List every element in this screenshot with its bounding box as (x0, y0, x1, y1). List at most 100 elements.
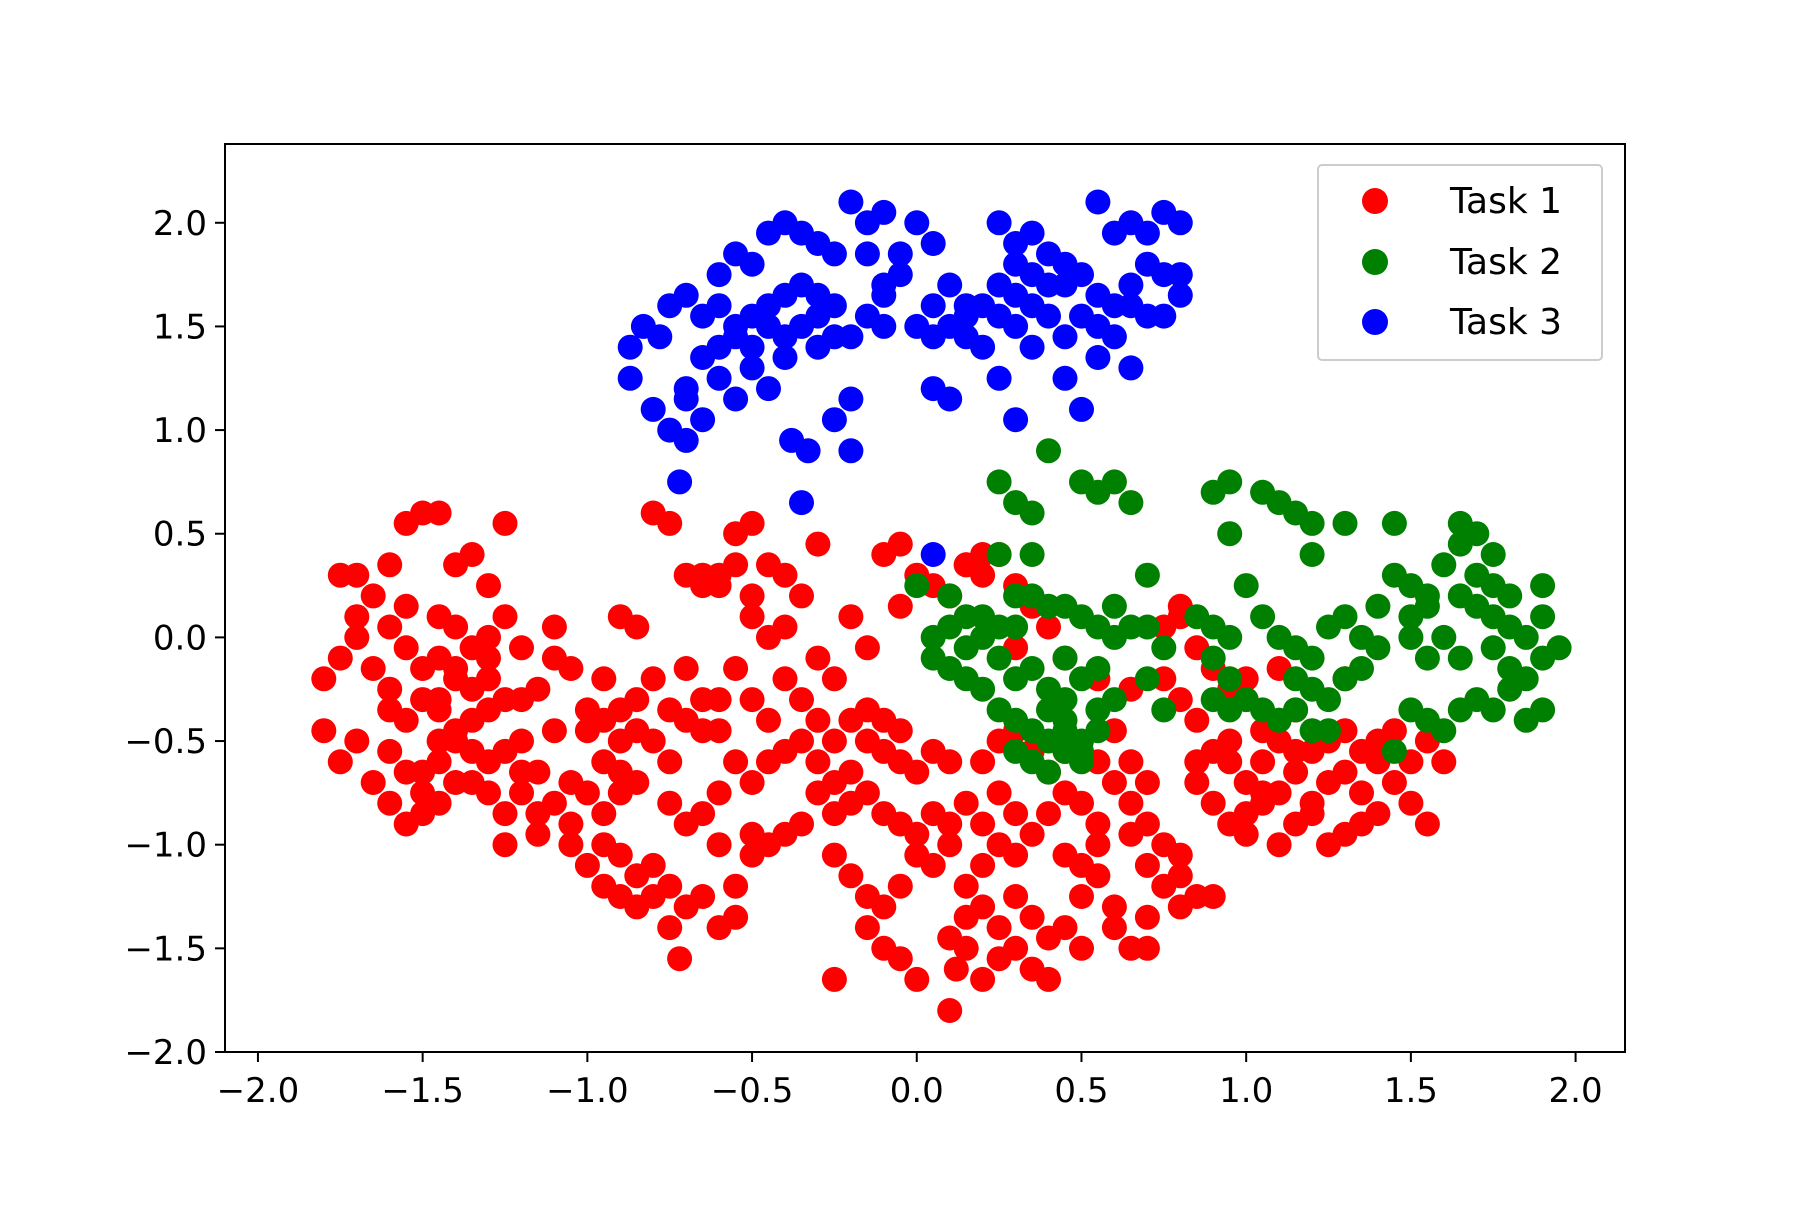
point-task-3-110 (920, 542, 946, 567)
point-task-1-32 (377, 614, 403, 640)
x-tick-label: −0.5 (711, 1071, 794, 1111)
point-task-2-33 (1036, 438, 1061, 464)
point-task-2-89 (1365, 593, 1391, 619)
x-tick-label: 0.5 (1054, 1071, 1108, 1111)
point-task-3-112 (871, 282, 897, 308)
point-task-1-337 (887, 718, 913, 744)
point-task-1-319 (723, 904, 749, 930)
point-task-2-0 (904, 573, 930, 599)
point-task-2-28 (1069, 666, 1094, 692)
point-task-3-19 (887, 241, 913, 267)
point-task-1-83 (640, 852, 666, 878)
point-task-1-61 (426, 687, 452, 713)
point-task-1-246 (1332, 759, 1358, 785)
x-tick-label: 1.5 (1384, 1071, 1438, 1111)
point-task-1-321 (607, 780, 633, 806)
point-task-1-153 (871, 894, 897, 920)
point-task-1-107 (805, 531, 831, 557)
point-task-1-329 (756, 707, 781, 733)
point-task-3-117 (871, 313, 897, 339)
point-task-3-57 (673, 376, 699, 402)
point-task-1-91 (657, 510, 683, 536)
y-tick-label: 0.0 (153, 618, 207, 658)
point-task-2-50 (1151, 635, 1177, 661)
point-task-1-25 (426, 500, 452, 526)
point-task-1-126 (904, 759, 930, 785)
point-task-2-123 (1480, 697, 1506, 723)
point-task-3-33 (789, 490, 814, 516)
point-task-1-301 (393, 811, 419, 837)
point-task-3-108 (1085, 313, 1111, 339)
point-task-1-257 (1414, 811, 1440, 837)
y-tick-label: 1.0 (153, 411, 207, 451)
point-task-2-127 (1530, 573, 1556, 599)
legend-label-task-1: Task 1 (1449, 181, 1562, 222)
point-task-1-168 (970, 966, 996, 992)
point-task-3-77 (1085, 345, 1111, 370)
point-task-1-149 (953, 790, 979, 816)
point-task-1-281 (1266, 832, 1292, 858)
point-task-1-286 (1184, 749, 1210, 775)
point-task-3-18 (920, 231, 946, 256)
point-task-2-105 (1480, 635, 1506, 661)
point-task-1-318 (706, 832, 732, 858)
point-task-3-17 (904, 210, 930, 236)
point-task-1-72 (558, 832, 584, 858)
point-task-1-33 (393, 593, 419, 619)
point-task-2-126 (1530, 697, 1556, 723)
x-tick-label: 2.0 (1549, 1071, 1603, 1111)
point-task-1-112 (673, 656, 699, 681)
point-task-2-111 (1464, 521, 1490, 547)
point-task-3-21 (640, 396, 666, 422)
point-task-1-127 (821, 666, 847, 692)
point-task-2-133 (937, 614, 963, 640)
point-task-1-225 (1036, 614, 1061, 640)
point-task-2-48 (1134, 562, 1160, 588)
point-task-1-179 (1052, 915, 1078, 941)
point-task-1-100 (739, 604, 765, 630)
point-task-3-119 (1118, 293, 1144, 319)
point-task-1-218 (1118, 749, 1144, 775)
x-tick-label: 1.0 (1219, 1071, 1273, 1111)
point-task-1-194 (986, 832, 1012, 858)
point-task-1-294 (509, 687, 534, 713)
point-task-1-310 (657, 790, 683, 816)
point-task-1-306 (492, 801, 518, 827)
point-task-2-95 (1431, 552, 1457, 578)
point-task-1-27 (459, 542, 485, 567)
point-task-1-192 (1019, 821, 1045, 847)
point-task-1-65 (377, 697, 403, 723)
point-task-1-195 (970, 811, 996, 837)
point-task-1-5 (393, 635, 419, 661)
point-task-2-46 (1101, 593, 1127, 619)
point-task-1-158 (953, 873, 979, 899)
point-task-1-231 (1184, 707, 1210, 733)
point-task-2-55 (1217, 624, 1243, 650)
point-task-1-122 (838, 759, 864, 785)
point-task-3-55 (706, 293, 732, 319)
point-task-2-49 (1134, 614, 1160, 640)
point-task-3-26 (723, 386, 749, 412)
point-task-1-326 (706, 687, 732, 713)
point-task-1-205 (1118, 821, 1144, 847)
point-task-2-2 (937, 583, 963, 609)
point-task-3-105 (1151, 303, 1177, 329)
point-task-1-309 (558, 770, 584, 795)
x-tick-label: −2.0 (217, 1071, 300, 1111)
point-task-1-84 (657, 915, 683, 941)
point-task-3-61 (920, 293, 946, 319)
point-task-1-339 (937, 749, 963, 775)
point-task-3-20 (617, 365, 643, 391)
point-task-2-129 (1381, 738, 1407, 764)
point-task-2-37 (1118, 490, 1144, 516)
point-task-2-99 (1497, 583, 1523, 609)
point-task-1-119 (789, 728, 814, 754)
point-task-1-328 (739, 687, 765, 713)
point-task-1-180 (1069, 884, 1094, 909)
point-task-3-89 (1134, 220, 1160, 246)
point-task-2-22 (1036, 759, 1061, 785)
point-task-3-6 (706, 262, 732, 288)
point-task-1-331 (789, 687, 814, 713)
point-task-3-69 (1052, 324, 1078, 350)
point-task-2-83 (1316, 718, 1341, 744)
